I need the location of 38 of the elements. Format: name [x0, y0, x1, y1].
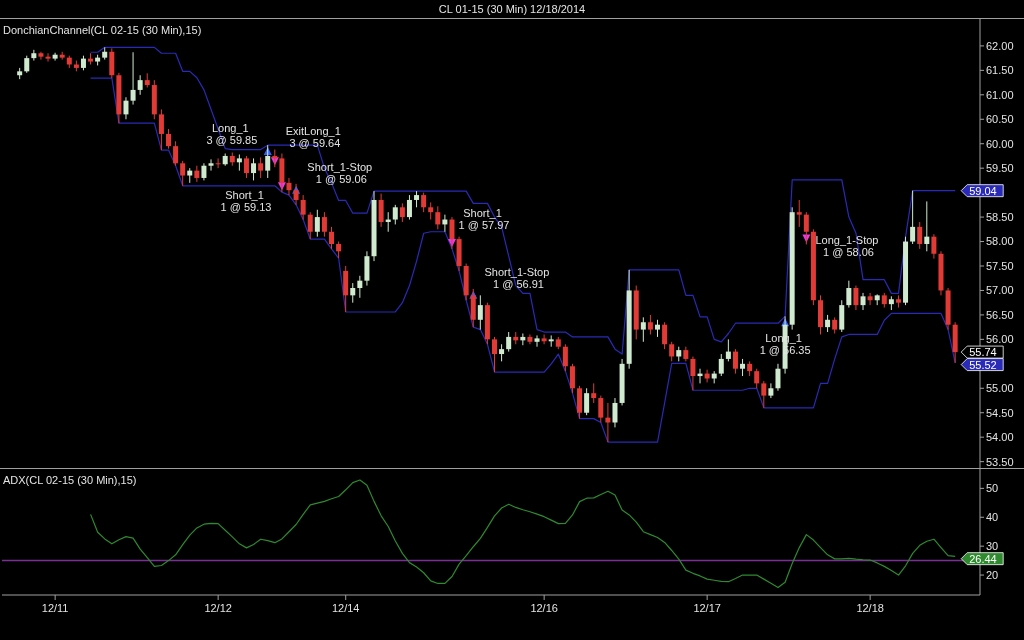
annotation: 55.74	[969, 346, 997, 359]
data-label: Short_1-Stop 1 @ 56.91	[484, 265, 553, 290]
y-tick-label: 57.50	[986, 259, 1014, 272]
text: ADX(CL 02-15 (30 Min),15)	[3, 474, 137, 486]
y-tick-label: 40	[986, 511, 999, 524]
y-tick-label: 58.00	[986, 235, 1014, 248]
y-tick-label: 55.00	[986, 382, 1014, 395]
y-tick-label: 61.00	[986, 88, 1014, 101]
y-tick-label: 54.00	[986, 431, 1014, 444]
y-tick-label: 56.50	[986, 308, 1014, 321]
y-tick-label: 61.50	[986, 64, 1014, 77]
y-tick-label: 58.50	[986, 210, 1014, 223]
y-tick-label: 20	[986, 568, 999, 581]
chart-title: CL 01-15 (30 Min) 12/18/2014	[0, 0, 1024, 19]
data-label: 59.04	[969, 184, 997, 197]
y-tick-label: 56.00	[986, 333, 1014, 346]
data-label: 55.52	[969, 358, 997, 371]
data-label: Short_1-Stop 1 @ 59.06	[307, 160, 376, 185]
chart-subtitle: DonchianChannel(CL 02-15 (30 Min),15)	[3, 24, 202, 36]
y-tick-label: 57.00	[986, 284, 1014, 297]
y-tick-label: 54.50	[986, 406, 1014, 419]
y-tick-label: 59.50	[986, 162, 1014, 175]
x-tick-label: 12/12	[204, 602, 232, 614]
y-tick-label: 60.50	[986, 113, 1014, 126]
x-tick-label: 12/18	[856, 602, 884, 614]
data-label: Short_1 1 @ 59.13	[220, 189, 272, 214]
data-label: 26.44	[969, 552, 997, 565]
x-tick-label: 12/14	[331, 602, 360, 614]
x-tick-label: 12/11	[41, 602, 69, 614]
y-tick-label: 30	[986, 540, 999, 553]
y-tick-label: 62.00	[986, 39, 1014, 52]
y-tick-label: 60.00	[986, 137, 1014, 150]
y-tick-label: 50	[986, 482, 999, 495]
y-tick-label: 53.50	[986, 455, 1014, 468]
data-label: Long_1-Stop 1 @ 58.06	[815, 233, 882, 258]
x-tick-label: 12/17	[693, 602, 721, 614]
x-tick-label: 12/16	[530, 602, 558, 614]
data-label: Long_1 3 @ 59.85	[206, 122, 258, 147]
